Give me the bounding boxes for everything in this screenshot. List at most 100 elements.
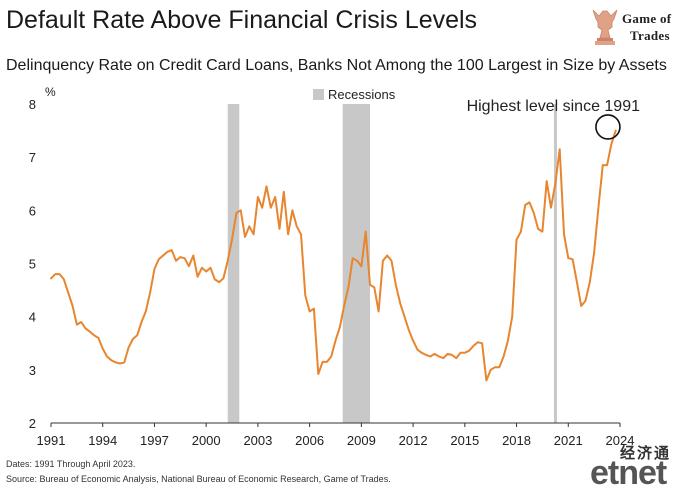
x-tick-label: 2021 (554, 433, 583, 448)
data-point (356, 260, 358, 262)
data-point (231, 239, 233, 241)
data-point (485, 379, 487, 381)
x-tick-label: 1997 (140, 433, 169, 448)
data-point (214, 278, 216, 280)
data-point (459, 352, 461, 354)
data-point (97, 337, 99, 339)
data-point (326, 361, 328, 363)
data-point (597, 207, 599, 209)
data-point (76, 324, 78, 326)
data-point (546, 180, 548, 182)
data-point (584, 300, 586, 302)
data-point (369, 284, 371, 286)
data-point (197, 276, 199, 278)
chart-legend: Recessions (313, 87, 396, 102)
data-point (343, 305, 345, 307)
data-point (153, 268, 155, 270)
data-point (317, 373, 319, 375)
data-point (166, 251, 168, 253)
data-point (541, 231, 543, 233)
data-point (222, 277, 224, 279)
data-point (145, 310, 147, 312)
x-tick-label: 2009 (347, 433, 376, 448)
data-point (304, 294, 306, 296)
data-point (50, 277, 52, 279)
data-point (537, 228, 539, 230)
y-axis-unit-label: % (45, 85, 56, 99)
legend-label-recessions: Recessions (328, 87, 396, 102)
data-point (468, 350, 470, 352)
y-tick-label: 5 (29, 257, 36, 272)
series-points (50, 130, 617, 382)
x-tick-label: 2003 (243, 433, 272, 448)
data-point (347, 286, 349, 288)
data-point (158, 258, 160, 260)
data-point (395, 284, 397, 286)
data-point (425, 354, 427, 356)
data-point (309, 310, 311, 312)
data-point (559, 148, 561, 150)
data-point (365, 231, 367, 233)
data-point (399, 302, 401, 304)
data-point (554, 183, 556, 185)
data-point (244, 236, 246, 238)
data-point (257, 196, 259, 198)
data-point (136, 334, 138, 336)
data-point (472, 345, 474, 347)
x-tick-label: 2015 (450, 433, 479, 448)
data-point (507, 340, 509, 342)
data-point (179, 256, 181, 258)
x-tick-label: 1991 (37, 433, 66, 448)
data-point (490, 369, 492, 371)
data-point (455, 357, 457, 359)
x-tick-label: 1994 (88, 433, 117, 448)
data-point (72, 305, 74, 307)
data-point (434, 353, 436, 355)
data-point (447, 353, 449, 355)
data-point (248, 225, 250, 227)
y-tick-label: 8 (29, 97, 36, 112)
x-tick-label: 2012 (399, 433, 428, 448)
data-point (451, 354, 453, 356)
data-point (128, 346, 130, 348)
data-point (313, 308, 315, 310)
data-point (102, 348, 104, 350)
data-point (188, 265, 190, 267)
data-point (511, 316, 513, 318)
data-point (175, 260, 177, 262)
etnet-watermark: 经济通 etnet (590, 442, 678, 494)
data-point (550, 207, 552, 209)
chart-annotation: Highest level since 1991 (467, 98, 641, 140)
footnote-source: Source: Bureau of Economic Analysis, Nat… (6, 474, 391, 484)
x-tick-label: 2000 (192, 433, 221, 448)
data-point (123, 361, 125, 363)
annotation-text: Highest level since 1991 (467, 98, 641, 115)
data-point (390, 260, 392, 262)
data-point (520, 231, 522, 233)
data-point (515, 239, 517, 241)
data-point (412, 340, 414, 342)
data-point (503, 355, 505, 357)
data-point (192, 254, 194, 256)
x-tick-label: 2018 (502, 433, 531, 448)
legend-swatch-recessions (313, 89, 324, 100)
logo-line-2: Trades (630, 28, 670, 43)
data-point (227, 260, 229, 262)
data-point (110, 359, 112, 361)
data-point (572, 258, 574, 260)
data-point (610, 143, 612, 145)
data-point (80, 321, 82, 323)
data-point (265, 185, 267, 187)
y-tick-label: 7 (29, 150, 36, 165)
recession-bands (227, 104, 557, 423)
data-point (421, 352, 423, 354)
data-point (132, 338, 134, 340)
watermark-chinese: 经济通 (620, 445, 672, 462)
data-point (184, 257, 186, 259)
data-point (533, 212, 535, 214)
data-point (209, 267, 211, 269)
data-point (162, 254, 164, 256)
y-tick-label: 2 (29, 416, 36, 431)
y-tick-label: 4 (29, 310, 36, 325)
